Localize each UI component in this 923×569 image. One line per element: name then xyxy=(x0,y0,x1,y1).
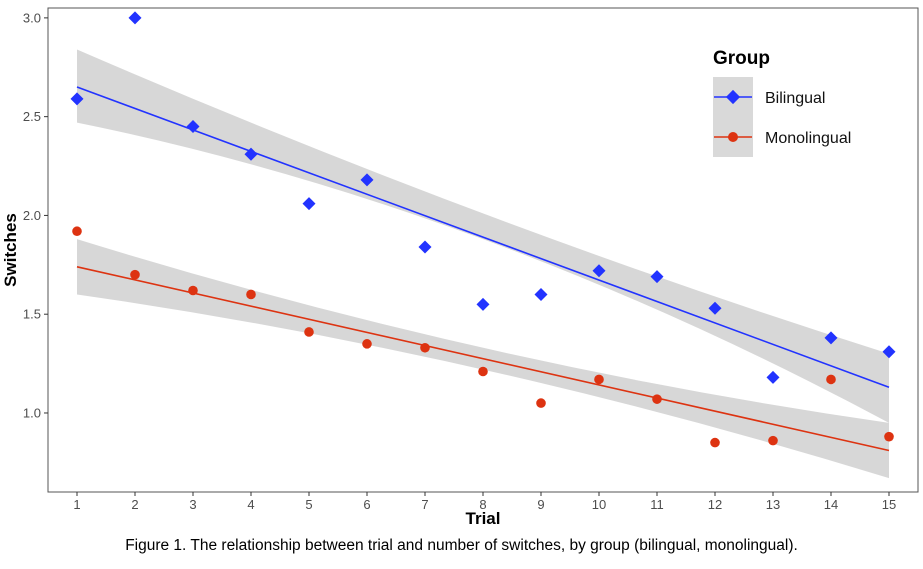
figure-caption: Figure 1. The relationship between trial… xyxy=(0,537,923,555)
point-bilingual-10 xyxy=(592,264,606,278)
y-tick-label-1.0: 1.0 xyxy=(23,405,41,420)
legend-key-monolingual-marker xyxy=(728,132,738,142)
point-bilingual-5 xyxy=(302,197,316,211)
point-monolingual-14 xyxy=(826,374,836,385)
point-monolingual-2 xyxy=(130,269,140,280)
x-tick-label-10: 10 xyxy=(592,497,606,512)
point-monolingual-15 xyxy=(884,431,894,442)
point-monolingual-11 xyxy=(652,394,662,404)
point-monolingual-7 xyxy=(420,342,430,353)
fit-line-bilingual xyxy=(76,86,890,389)
y-tick-label-2.0: 2.0 xyxy=(23,208,41,223)
point-monolingual-5 xyxy=(304,327,314,337)
y-axis-title: Switches xyxy=(1,213,20,287)
x-tick-label-7: 7 xyxy=(421,497,428,512)
x-axis: 1 2 3 4 5 6 7 8 9 10 11 12 13 14 15 xyxy=(73,492,896,512)
point-bilingual-3 xyxy=(186,120,200,134)
point-bilingual-13 xyxy=(766,370,780,384)
point-monolingual-3 xyxy=(188,285,198,296)
x-tick-label-9: 9 xyxy=(537,497,544,512)
caption-text: The relationship between trial and numbe… xyxy=(186,537,798,554)
point-bilingual-4 xyxy=(244,147,258,161)
y-tick-label-1.5: 1.5 xyxy=(23,307,41,322)
x-axis-title: Trial xyxy=(466,509,501,528)
fit-line-monolingual xyxy=(76,266,890,452)
x-tick-label-11: 11 xyxy=(650,497,664,512)
y-tick-label-2.5: 2.5 xyxy=(23,109,41,124)
x-tick-label-1: 1 xyxy=(73,497,80,512)
point-monolingual-13 xyxy=(768,435,778,446)
legend-label-monolingual: Monolingual xyxy=(765,130,851,147)
point-monolingual-12 xyxy=(710,437,720,448)
x-tick-label-14: 14 xyxy=(824,497,838,512)
legend-key-bilingual-marker xyxy=(725,89,741,105)
point-bilingual-11 xyxy=(650,270,664,284)
x-tick-label-8: 8 xyxy=(479,497,486,512)
point-monolingual-9 xyxy=(536,398,546,408)
x-tick-label-13: 13 xyxy=(766,497,780,512)
point-monolingual-10 xyxy=(594,374,604,385)
point-monolingual-4 xyxy=(246,289,256,300)
point-monolingual-8 xyxy=(478,366,488,377)
legend-label-bilingual: Bilingual xyxy=(765,90,825,107)
confidence-band-bilingual xyxy=(77,49,889,423)
point-bilingual-8 xyxy=(476,297,490,311)
point-monolingual-6 xyxy=(362,339,372,349)
x-tick-label-2: 2 xyxy=(131,497,138,512)
fit-lines xyxy=(76,86,890,452)
data-points xyxy=(70,11,896,448)
x-tick-label-12: 12 xyxy=(708,497,722,512)
point-bilingual-7 xyxy=(418,240,432,254)
point-bilingual-14 xyxy=(824,331,838,345)
x-tick-label-6: 6 xyxy=(363,497,370,512)
x-tick-label-5: 5 xyxy=(305,497,312,512)
point-bilingual-12 xyxy=(708,301,722,315)
x-tick-label-15: 15 xyxy=(882,497,896,512)
point-monolingual-1 xyxy=(72,226,82,237)
legend-title: Group xyxy=(713,48,770,69)
caption-prefix: Figure 1. xyxy=(125,537,187,554)
point-bilingual-15 xyxy=(882,345,896,359)
legend: Group Bilingual Monolingual xyxy=(713,48,851,157)
y-tick-label-3.0: 3.0 xyxy=(23,10,41,25)
point-bilingual-6 xyxy=(360,173,374,187)
chart: 1 2 3 4 5 6 7 8 9 10 11 12 13 14 15 1.01.52.02.53.0 Tr… xyxy=(1,7,919,528)
x-tick-label-3: 3 xyxy=(189,497,196,512)
y-axis: 1.0 1.5 2.0 2.5 3.0 xyxy=(23,10,48,420)
point-bilingual-9 xyxy=(534,287,548,301)
x-tick-label-4: 4 xyxy=(247,497,254,512)
